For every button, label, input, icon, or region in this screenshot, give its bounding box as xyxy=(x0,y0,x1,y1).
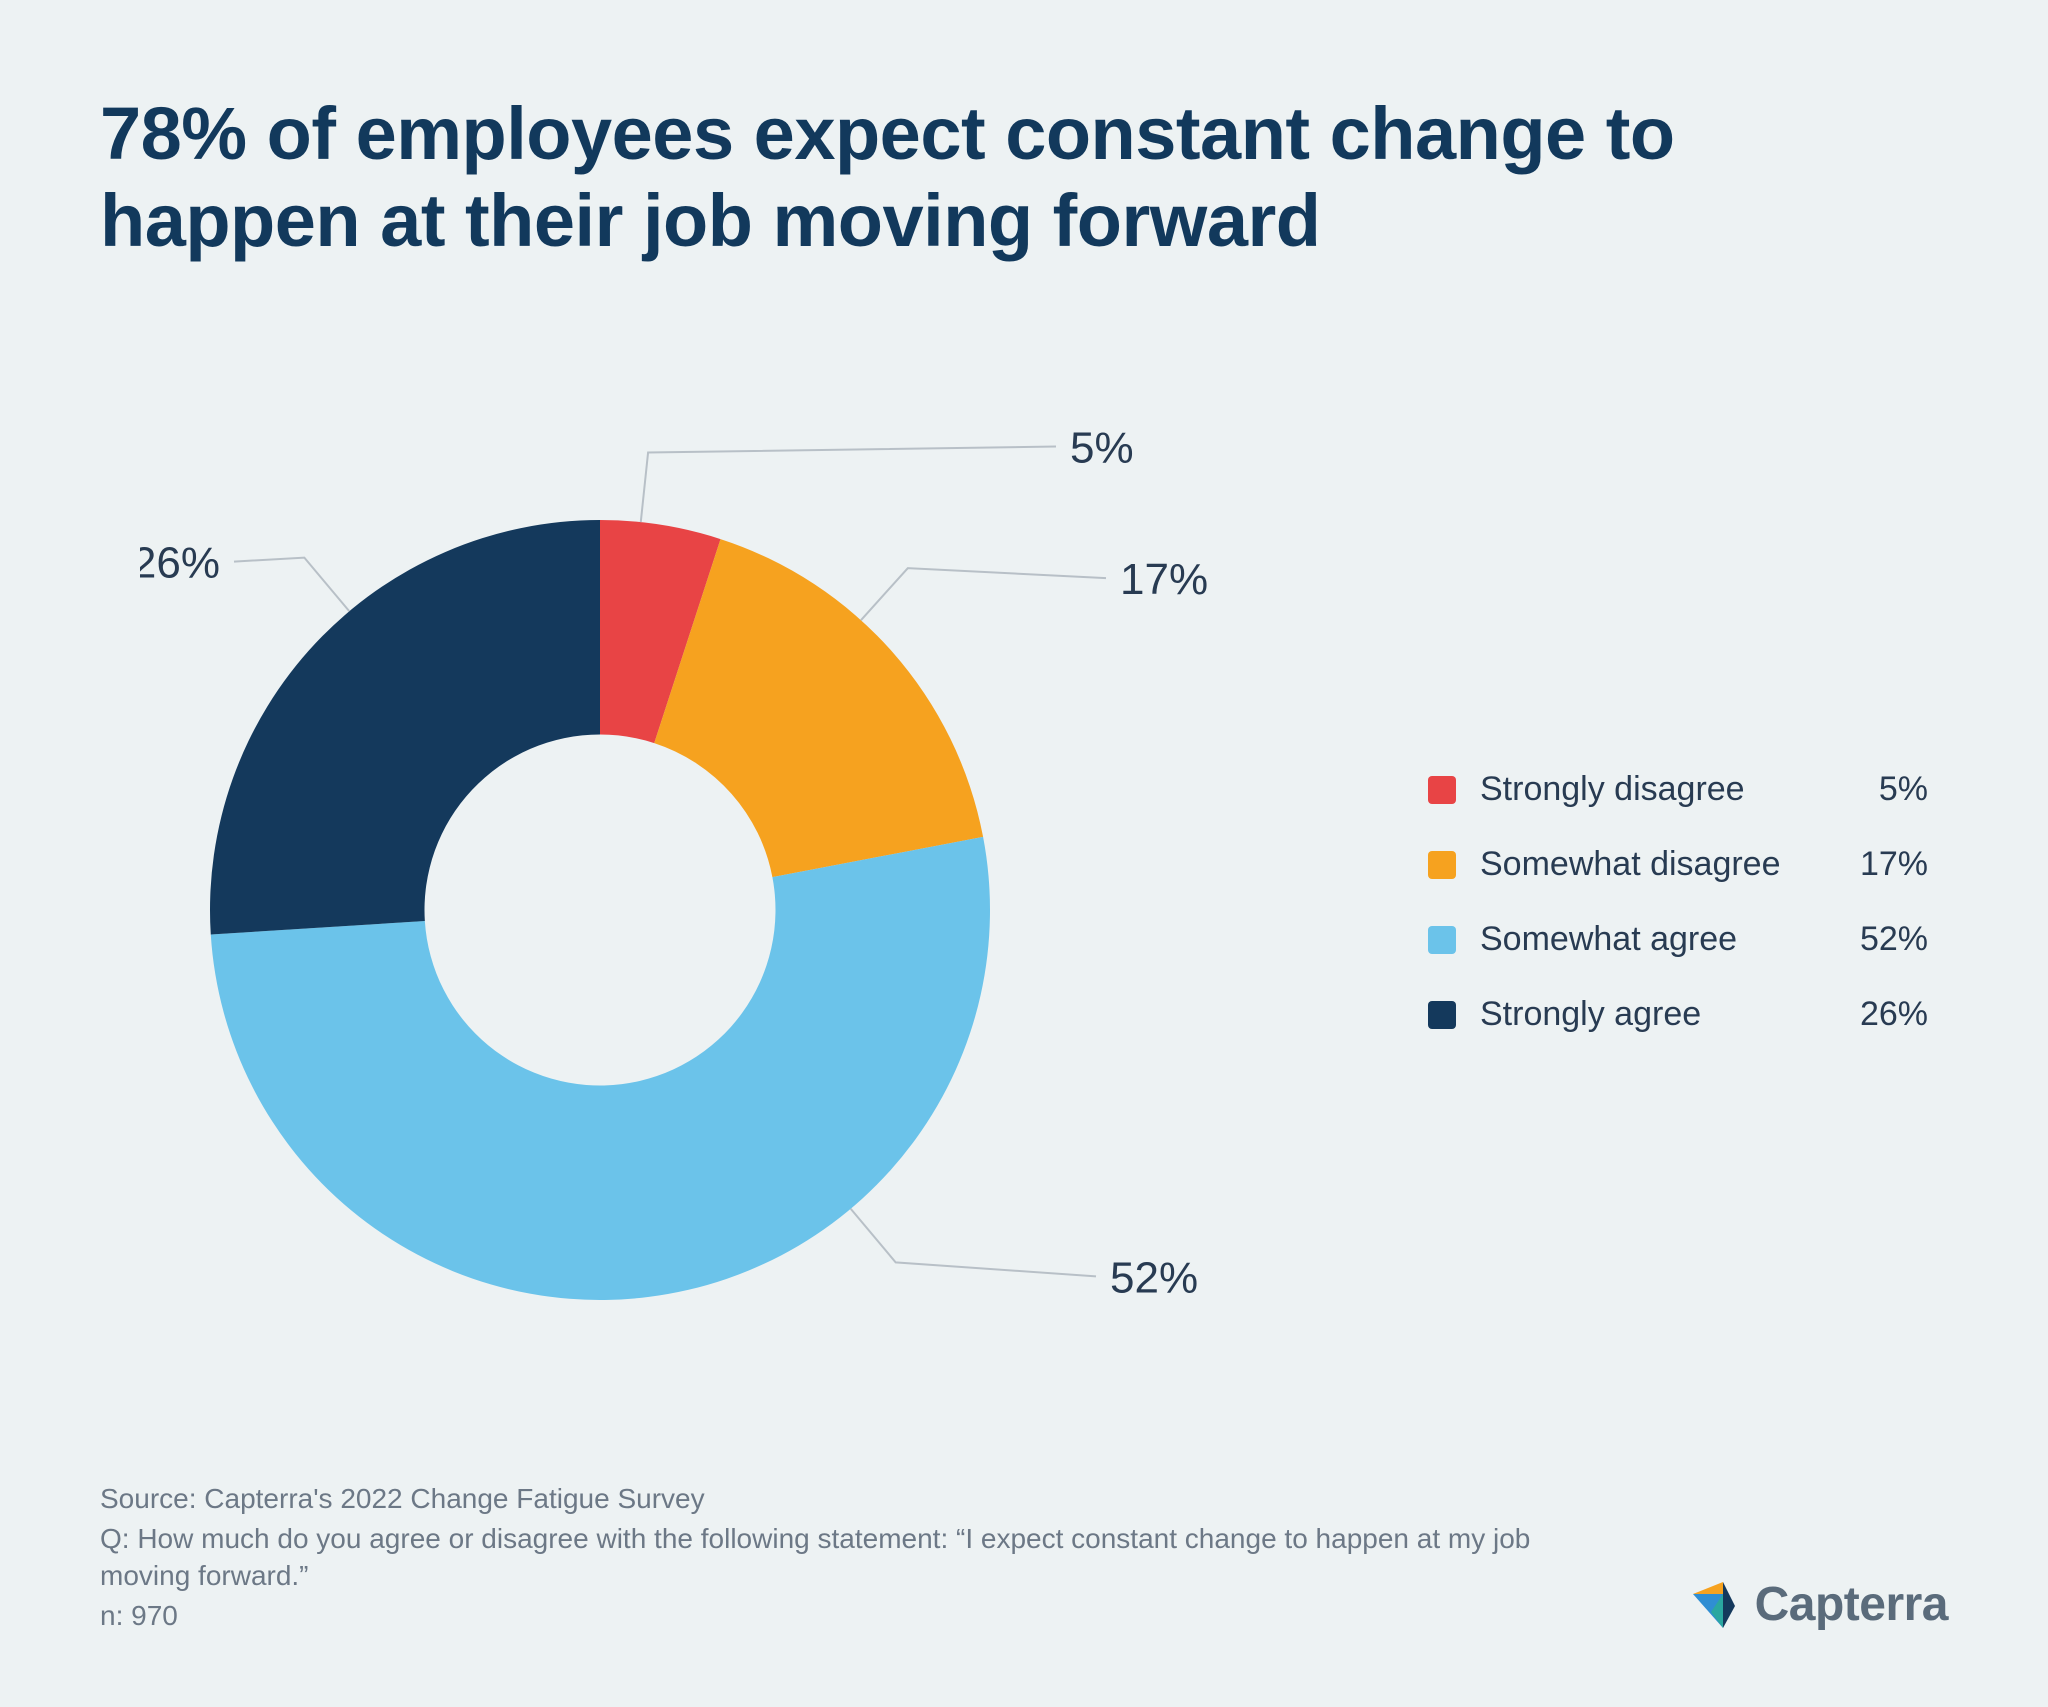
footer-source: Source: Capterra's 2022 Change Fatigue S… xyxy=(100,1480,1628,1518)
legend-swatch xyxy=(1428,1001,1456,1029)
headline: 78% of employees expect constant change … xyxy=(100,90,1860,265)
donut-chart: 5% 17% 52% 26% xyxy=(140,420,1240,1420)
footer: Source: Capterra's 2022 Change Fatigue S… xyxy=(100,1480,1628,1637)
slice-label-strongly_agree: 26% xyxy=(140,539,220,588)
legend-pct: 52% xyxy=(1848,920,1928,959)
infographic-card: 78% of employees expect constant change … xyxy=(0,0,2048,1707)
legend-label: Somewhat agree xyxy=(1480,920,1824,959)
legend-pct: 26% xyxy=(1848,995,1928,1034)
leader-somewhat_disagree xyxy=(861,568,1106,620)
leader-strongly_agree xyxy=(234,558,349,612)
legend-swatch xyxy=(1428,851,1456,879)
legend-pct: 5% xyxy=(1848,770,1928,809)
legend-swatch xyxy=(1428,776,1456,804)
legend-label: Strongly disagree xyxy=(1480,770,1824,809)
slice-strongly_agree xyxy=(210,520,600,934)
footer-question: Q: How much do you agree or disagree wit… xyxy=(100,1520,1628,1596)
brand-name: Capterra xyxy=(1755,1577,1948,1632)
legend: Strongly disagree5%Somewhat disagree17%S… xyxy=(1428,770,1928,1070)
leader-strongly_disagree xyxy=(641,447,1056,523)
legend-row: Strongly agree 26% xyxy=(1428,995,1928,1034)
footer-n: n: 970 xyxy=(100,1597,1628,1635)
slice-label-somewhat_agree: 52% xyxy=(1110,1253,1198,1302)
legend-label: Strongly agree xyxy=(1480,995,1824,1034)
legend-pct: 17% xyxy=(1848,845,1928,884)
legend-label: Somewhat disagree xyxy=(1480,845,1824,884)
legend-swatch xyxy=(1428,926,1456,954)
slice-label-strongly_disagree: 5% xyxy=(1070,424,1134,473)
legend-row: Somewhat agree 52% xyxy=(1428,920,1928,959)
legend-row: Somewhat disagree 17% xyxy=(1428,845,1928,884)
brand-logo: Capterra xyxy=(1685,1576,1948,1632)
capterra-icon xyxy=(1685,1576,1741,1632)
leader-somewhat_agree xyxy=(851,1209,1096,1277)
legend-row: Strongly disagree 5% xyxy=(1428,770,1928,809)
slice-label-somewhat_disagree: 17% xyxy=(1120,555,1208,604)
